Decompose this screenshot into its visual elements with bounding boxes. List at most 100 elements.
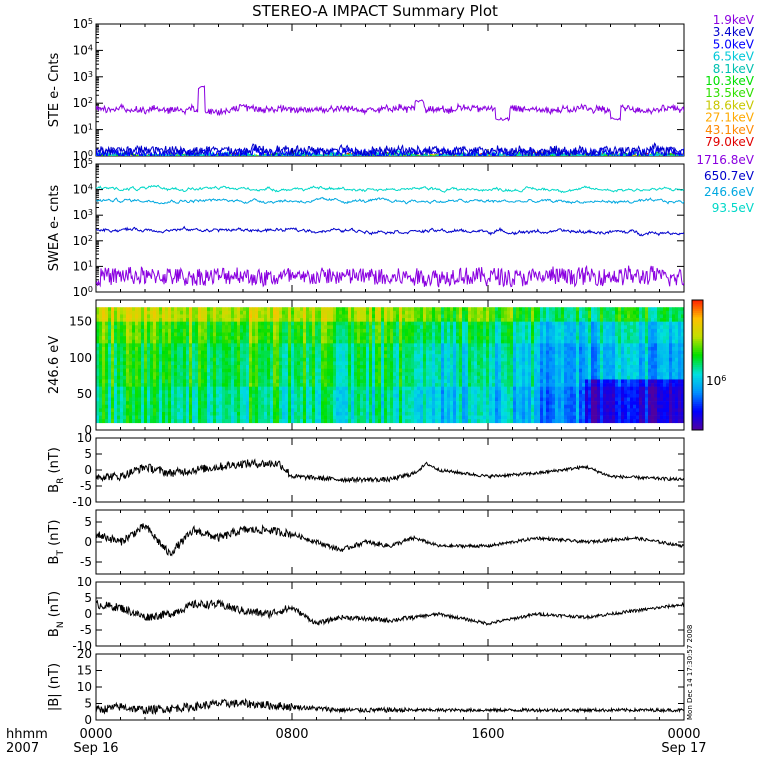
- heatmap-cell: [462, 411, 466, 416]
- heatmap-cell: [408, 336, 412, 341]
- heatmap-cell: [114, 346, 118, 351]
- heatmap-cell: [513, 379, 517, 384]
- heatmap-cell: [438, 383, 442, 387]
- heatmap-cell: [132, 307, 136, 312]
- heatmap-cell: [126, 328, 130, 333]
- heatmap-cell: [297, 314, 301, 319]
- heatmap-cell: [180, 339, 184, 344]
- heatmap-cell: [174, 332, 178, 337]
- heatmap-cell: [483, 415, 487, 420]
- heatmap-cell: [318, 310, 322, 315]
- heatmap-cell: [210, 393, 214, 398]
- heatmap-cell: [429, 346, 433, 351]
- heatmap-cell: [240, 350, 244, 355]
- heatmap-cell: [474, 361, 478, 366]
- heatmap-cell: [420, 314, 424, 319]
- heatmap-cell: [132, 372, 136, 377]
- heatmap-cell: [504, 372, 508, 377]
- heatmap-cell: [387, 375, 391, 380]
- heatmap-cell: [387, 393, 391, 398]
- heatmap-cell: [480, 372, 484, 377]
- heatmap-cell: [513, 368, 517, 373]
- heatmap-cell: [513, 314, 517, 319]
- heatmap-cell: [441, 419, 445, 424]
- heatmap-cell: [534, 365, 538, 369]
- heatmap-cell: [468, 343, 472, 348]
- heatmap-cell: [162, 368, 166, 373]
- heatmap-cell: [357, 343, 361, 348]
- heatmap-cell: [105, 307, 109, 312]
- heatmap-cell: [102, 365, 106, 369]
- heatmap-cell: [189, 361, 193, 366]
- heatmap-cell: [153, 357, 157, 362]
- heatmap-cell: [492, 357, 496, 362]
- heatmap-cell: [381, 393, 385, 398]
- heatmap-cell: [129, 310, 133, 315]
- heatmap-cell: [309, 383, 313, 387]
- heatmap-cell: [444, 314, 448, 319]
- heatmap-cell: [153, 339, 157, 344]
- heatmap-cell: [459, 365, 463, 369]
- heatmap-cell: [444, 336, 448, 341]
- heatmap-cell: [246, 336, 250, 341]
- heatmap-cell: [330, 350, 334, 355]
- heatmap-cell: [144, 375, 148, 380]
- heatmap-cell: [288, 397, 292, 402]
- heatmap-cell: [510, 339, 514, 344]
- heatmap-cell: [333, 411, 337, 416]
- heatmap-cell: [315, 365, 319, 369]
- heatmap-cell: [285, 332, 289, 337]
- heatmap-cell: [468, 397, 472, 402]
- heatmap-cell: [144, 404, 148, 409]
- heatmap-cell: [99, 397, 103, 402]
- heatmap-cell: [327, 393, 331, 398]
- heatmap-cell: [309, 318, 313, 322]
- heatmap-cell: [147, 375, 151, 380]
- heatmap-cell: [207, 354, 211, 359]
- heatmap-cell: [435, 321, 439, 326]
- heatmap-cell: [312, 372, 316, 377]
- heatmap-cell: [216, 339, 220, 344]
- heatmap-cell: [381, 339, 385, 344]
- heatmap-cell: [96, 411, 100, 416]
- heatmap-cell: [231, 401, 235, 406]
- heatmap-cell: [165, 397, 169, 402]
- heatmap-cell: [120, 321, 124, 326]
- heatmap-cell: [252, 404, 256, 409]
- heatmap-cell: [222, 321, 226, 326]
- heatmap-cell: [108, 325, 112, 330]
- heatmap-cell: [339, 318, 343, 322]
- heatmap-cell: [417, 350, 421, 355]
- heatmap-cell: [228, 408, 232, 413]
- heatmap-cell: [477, 314, 481, 319]
- heatmap-cell: [483, 321, 487, 326]
- heatmap-cell: [174, 383, 178, 387]
- heatmap-cell: [300, 379, 304, 384]
- heatmap-cell: [375, 408, 379, 413]
- heatmap-cell: [384, 365, 388, 369]
- heatmap-cell: [393, 393, 397, 398]
- heatmap-cell: [213, 328, 217, 333]
- heatmap-cell: [345, 314, 349, 319]
- heatmap-cell: [213, 332, 217, 337]
- heatmap-cell: [435, 383, 439, 387]
- heatmap-cell: [270, 328, 274, 333]
- heatmap-cell: [378, 346, 382, 351]
- heatmap-cell: [519, 375, 523, 380]
- heatmap-cell: [489, 419, 493, 424]
- heatmap-cell: [177, 339, 181, 344]
- heatmap-cell: [387, 332, 391, 337]
- heatmap-cell: [222, 379, 226, 384]
- heatmap-cell: [492, 386, 496, 391]
- heatmap-cell: [270, 401, 274, 406]
- heatmap-cell: [120, 419, 124, 424]
- heatmap-cell: [198, 404, 202, 409]
- heatmap-cell: [156, 314, 160, 319]
- heatmap-cell: [183, 368, 187, 373]
- heatmap-cell: [270, 332, 274, 337]
- heatmap-cell: [411, 357, 415, 362]
- heatmap-cell: [168, 401, 172, 406]
- heatmap-cell: [105, 375, 109, 380]
- heatmap-cell: [444, 401, 448, 406]
- heatmap-cell: [474, 379, 478, 384]
